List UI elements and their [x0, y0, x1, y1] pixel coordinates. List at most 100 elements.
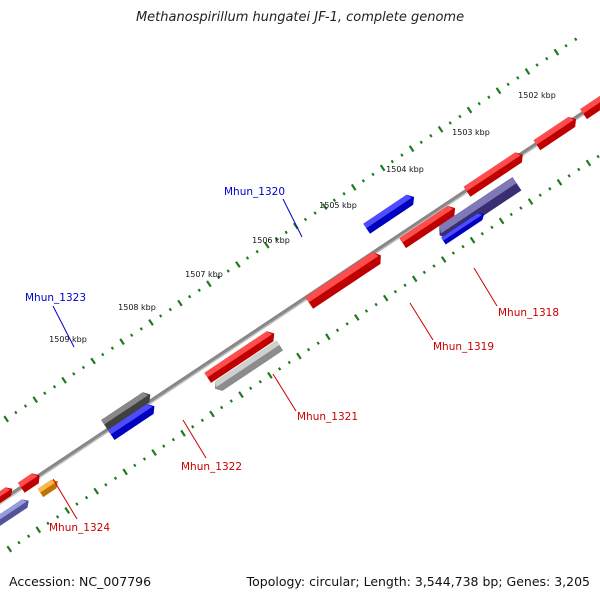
outer-tick	[119, 338, 125, 346]
gene-arrow-highlight	[204, 331, 273, 378]
inner-tick	[171, 437, 176, 442]
inner-tick	[84, 495, 89, 500]
inner-tick	[133, 463, 137, 468]
leader-line-mhun_1323	[52, 305, 75, 348]
outer-tick	[187, 294, 192, 299]
gene-arrow-highlight	[463, 152, 521, 192]
inner-tick	[258, 380, 262, 384]
gene-arrow-highlight	[215, 340, 280, 387]
tick-label-1505: 1505 kbp	[319, 201, 357, 210]
inner-tick	[17, 540, 21, 545]
outer-tick	[574, 37, 578, 42]
outer-tick	[3, 415, 10, 423]
outer-tick	[524, 68, 531, 75]
outer-tick	[23, 404, 28, 408]
outer-tick	[332, 198, 337, 202]
gene-arrow-highlight	[37, 479, 56, 493]
outer-tick	[516, 76, 520, 80]
outer-tick	[177, 299, 183, 307]
inner-tick	[104, 483, 108, 487]
inner-tick	[151, 449, 157, 457]
outer-tick	[226, 269, 230, 273]
outer-tick	[159, 314, 163, 318]
inner-tick	[519, 206, 523, 210]
outer-tick	[390, 159, 394, 164]
outer-tick	[284, 230, 288, 235]
gene-arrow-highlight	[439, 177, 517, 234]
gene-arrow-highlight	[580, 95, 600, 114]
outer-tick	[379, 164, 386, 172]
gene-arrow-4	[305, 252, 381, 309]
leader-line-mhun_1318	[473, 267, 498, 307]
outer-tick	[361, 179, 365, 183]
outer-tick	[130, 333, 134, 337]
genome-summary-text: Topology: circular; Length: 3,544,738 bp…	[246, 574, 590, 589]
outer-tick	[437, 125, 444, 133]
gene-label-mhun_1318: Mhun_1318	[498, 307, 559, 319]
gene-arrow-1	[363, 194, 415, 234]
gene-arrow-10	[399, 205, 456, 249]
outer-tick	[408, 145, 415, 153]
inner-tick	[200, 418, 204, 423]
inner-tick	[113, 476, 118, 480]
inner-tick	[422, 270, 426, 275]
outer-tick	[429, 134, 433, 138]
accession-text: Accession: NC_007796	[9, 574, 152, 589]
gene-arrow-body	[37, 479, 58, 498]
leader-line-mhun_1320	[282, 198, 303, 238]
inner-tick	[403, 283, 407, 287]
inner-tick	[353, 313, 360, 321]
outer-tick	[255, 249, 259, 254]
inner-tick	[382, 294, 389, 302]
gene-arrow-2	[101, 392, 151, 430]
inner-tick	[556, 178, 563, 186]
gene-arrow-14	[37, 479, 58, 498]
gene-arrow-highlight	[399, 205, 453, 243]
tick-label-1504: 1504 kbp	[386, 165, 424, 174]
gene-arrow-5	[204, 331, 275, 383]
outer-tick	[110, 346, 115, 350]
inner-tick	[26, 534, 31, 538]
label-leader-lines	[52, 198, 498, 520]
inner-tick	[191, 425, 195, 429]
inner-tick	[548, 187, 552, 191]
inner-tick	[498, 217, 505, 225]
gene-arrow-highlight	[107, 404, 153, 435]
inner-tick	[35, 526, 42, 534]
inner-tick	[461, 244, 465, 249]
outer-tick	[43, 391, 47, 395]
outer-tick	[81, 365, 86, 370]
outer-tick	[14, 410, 18, 415]
inner-tick	[249, 386, 253, 390]
inner-tick	[6, 545, 13, 553]
gene-arrow-highlight	[101, 392, 149, 425]
gene-arrow-highlight	[0, 487, 11, 497]
inner-tick	[527, 198, 534, 206]
inner-tick	[432, 264, 436, 268]
gene-label-mhun_1321: Mhun_1321	[297, 411, 358, 423]
gene-arrow-12	[441, 213, 485, 245]
tick-label-1507: 1507 kbp	[185, 270, 223, 279]
inner-tick	[316, 341, 320, 345]
outer-tick	[400, 153, 404, 157]
gene-label-mhun_1322: Mhun_1322	[181, 461, 242, 473]
inner-tick	[393, 289, 398, 294]
outer-tick	[168, 307, 172, 312]
inner-tick	[180, 429, 186, 437]
map-title: Methanospirillum hungatei JF-1, complete…	[135, 10, 465, 25]
gene-arrow-highlight	[363, 194, 412, 229]
inner-tick	[46, 521, 50, 526]
outer-tick	[477, 101, 481, 106]
gene-arrow-8	[533, 116, 576, 151]
leader-line-mhun_1324	[52, 478, 78, 520]
inner-tick	[469, 236, 476, 244]
outer-tick	[564, 44, 568, 48]
outer-tick	[303, 217, 308, 222]
inner-tick	[509, 212, 513, 217]
outer-tick	[495, 87, 502, 95]
gene-arrow-11	[439, 177, 522, 240]
outer-tick	[139, 327, 143, 331]
outer-tick	[448, 121, 452, 125]
